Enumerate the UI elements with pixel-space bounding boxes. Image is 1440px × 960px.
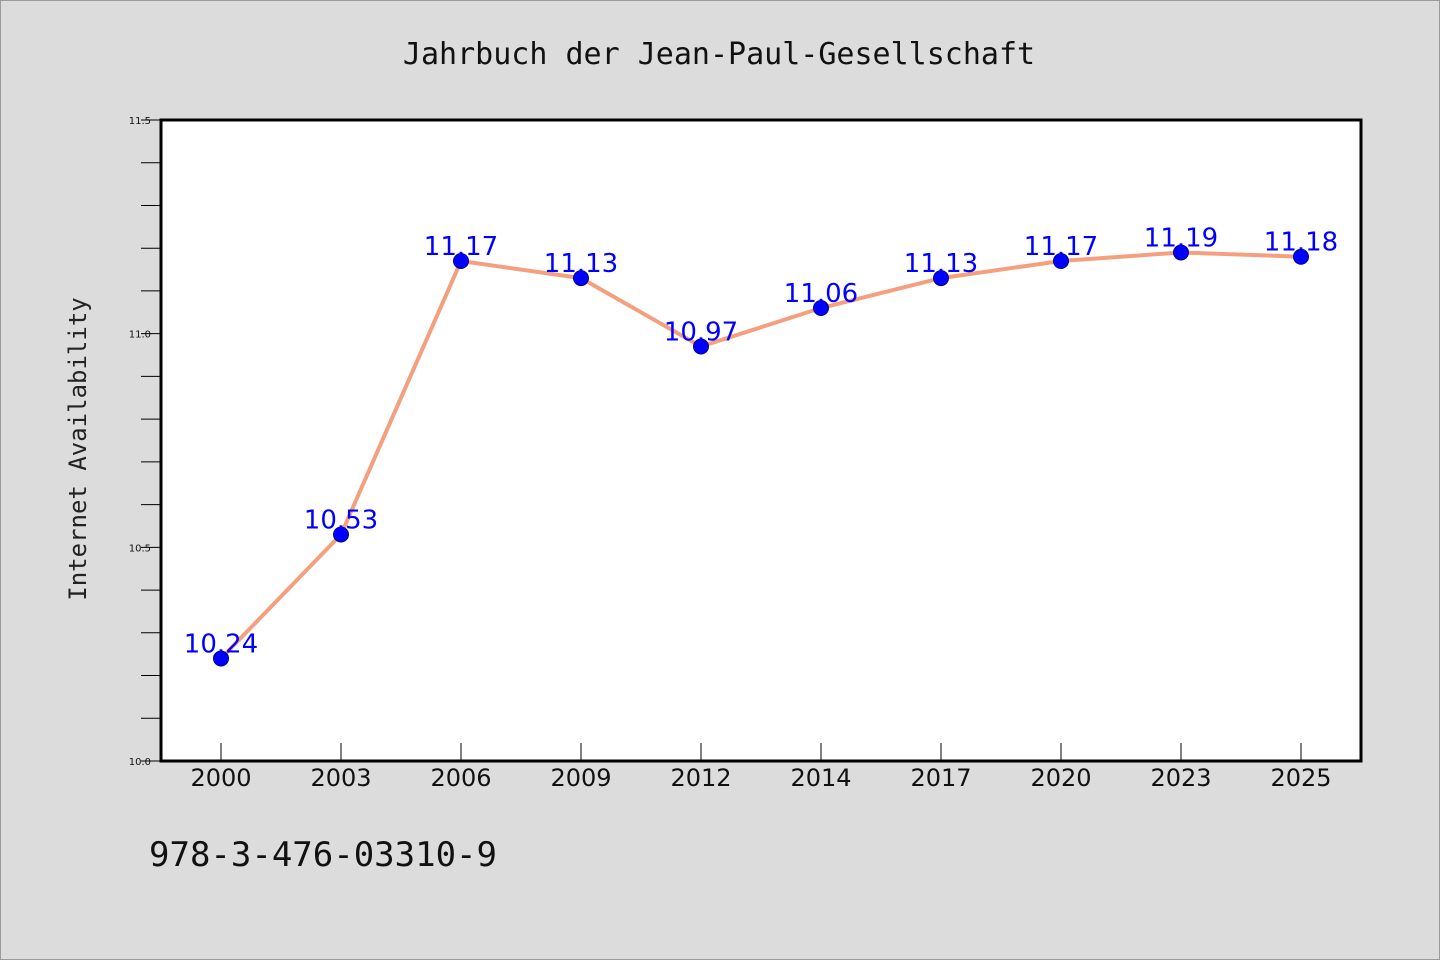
- x-tick-label: 2023: [1150, 764, 1211, 792]
- data-point: [813, 300, 829, 317]
- data-label: 11.18: [1264, 228, 1338, 258]
- data-point: [1293, 248, 1309, 265]
- data-markers: [213, 244, 1309, 667]
- x-axis-ticks: 2000 2003 2006 2009 2012 2014 2017 2020 2023 2025: [190, 743, 1332, 792]
- data-label: 10.53: [304, 506, 378, 536]
- x-tick-label: 2000: [190, 764, 251, 792]
- data-labels: 10.24 10.53 11.17 11.13 10.97 11.06 11.13 11.17…: [184, 223, 1338, 659]
- data-point: [693, 338, 709, 355]
- y-axis-ticks: 10.0 10.5 11.0 11.5: [129, 116, 161, 768]
- data-label: 11.19: [1144, 223, 1218, 253]
- x-tick-label: 2017: [910, 764, 971, 792]
- data-point: [1053, 253, 1069, 270]
- plot-area: [159, 118, 1363, 763]
- data-label: 11.13: [544, 249, 618, 279]
- data-point: [453, 253, 469, 270]
- x-tick-label: 2003: [310, 764, 371, 792]
- x-tick-label: 2006: [430, 764, 491, 792]
- data-label: 11.17: [1024, 232, 1098, 262]
- data-label: 11.17: [424, 232, 498, 262]
- footer-isbn: 978-3-476-03310-9: [149, 835, 497, 875]
- data-point: [333, 526, 349, 543]
- data-point: [1173, 244, 1189, 261]
- x-tick-label: 2014: [790, 764, 851, 792]
- x-tick-label: 2020: [1030, 764, 1091, 792]
- y-tick-label: 11.0: [129, 330, 151, 341]
- y-tick-label: 11.5: [129, 116, 151, 127]
- data-label: 11.06: [784, 279, 858, 309]
- data-label: 11.13: [904, 249, 978, 279]
- data-label: 10.24: [184, 629, 258, 659]
- y-tick-label: 10.0: [129, 757, 151, 768]
- series-line: [219, 250, 1302, 660]
- x-tick-label: 2012: [670, 764, 731, 792]
- y-axis-label: Internet Availability: [64, 297, 92, 600]
- x-tick-label: 2009: [550, 764, 611, 792]
- x-tick-label: 2025: [1270, 764, 1331, 792]
- chart-title: Jahrbuch der Jean-Paul-Gesellschaft: [403, 37, 1035, 72]
- data-point: [573, 270, 589, 287]
- data-label: 10.97: [664, 317, 738, 347]
- data-point: [933, 270, 949, 287]
- data-point: [213, 650, 229, 667]
- y-tick-label: 10.5: [129, 543, 151, 554]
